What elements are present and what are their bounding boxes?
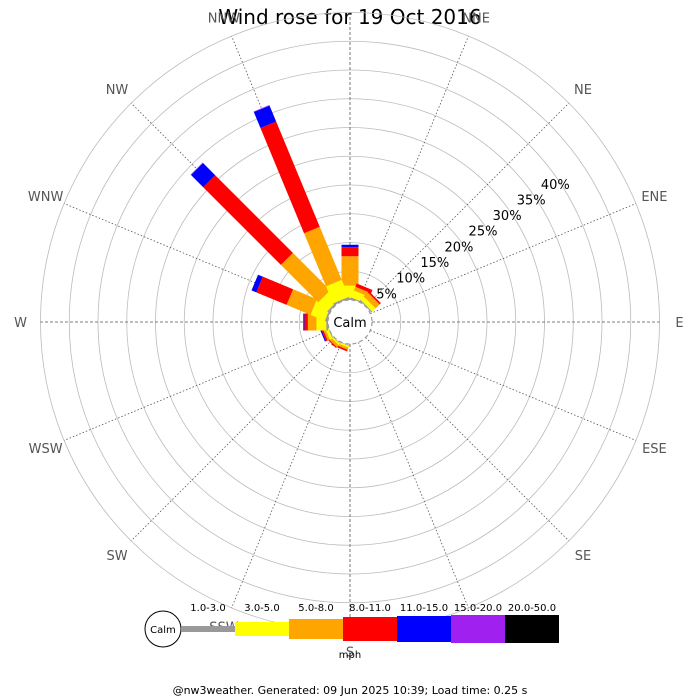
bar-segment-n-2 [341,256,359,286]
legend-bin-label: 8.0-11.0 [349,603,391,614]
direction-label-w: W [14,316,27,331]
calm-center: Calm [327,299,373,345]
legend-swatch-4 [397,616,451,642]
bar-segment-w-3 [304,313,308,331]
legend-swatch-5 [451,615,505,643]
legend-bin-label: 11.0-15.0 [400,603,448,614]
grid-spoke-ne [365,102,570,307]
grid-ring [183,155,517,489]
grid-spoke-se [365,337,570,542]
bar-segment-n-4 [341,244,359,248]
bar-segment-w-2 [307,313,317,331]
direction-label-sw: SW [106,549,127,564]
direction-label-wsw: WSW [29,442,63,457]
bar-segment-ne-3 [367,291,381,305]
bar-segment-wnw-4 [251,274,263,293]
legend-swatch-0 [181,626,235,632]
bar-segment-nw-4 [191,163,216,188]
bar-segment-nnw-5 [253,105,270,113]
calm-label: Calm [333,316,366,331]
legend-swatch-1 [235,622,289,636]
bar-segment-nw-3 [203,175,293,265]
direction-label-s: S [346,646,354,661]
bar-ne [359,291,381,313]
bar-segment-nnw-1 [326,279,349,304]
bar-segment-ne-2 [363,292,380,309]
ring-label: 5% [376,287,397,302]
grid-ring [68,40,632,604]
bar-segment-ne-1 [360,296,376,312]
ring-label: 20% [444,240,473,255]
ring-label: 25% [469,225,498,240]
legend-bin-label: 1.0-3.0 [190,603,225,614]
direction-label-nne: NNE [462,12,490,27]
legend-calm-label: Calm [150,625,176,636]
direction-label-wnw: WNW [28,190,64,205]
legend-swatch-3 [343,617,397,641]
bar-segment-w-4 [303,313,305,331]
ring-label: 10% [396,272,425,287]
direction-label-ese: ESE [642,442,667,457]
direction-label-n: N [345,0,355,2]
legend-bin-label: 15.0-20.0 [454,603,502,614]
bar-segment-wnw-3 [256,276,294,305]
ring-label: 15% [420,256,449,271]
bar-segment-nnw-4 [253,105,277,129]
grid-spoke-sse [358,342,469,609]
legend-swatch-6 [505,615,559,643]
ring-label: 35% [517,193,546,208]
footer-text: @nw3weather. Generated: 09 Jun 2025 10:3… [173,684,528,697]
bar-segment-nnw-2 [304,226,342,287]
direction-label-e: E [675,316,683,331]
grid-spoke-ene [370,203,637,314]
direction-label-nw: NW [106,83,129,98]
bar-segment-nne-3 [355,283,373,294]
grid-spoke-wsw [63,330,330,441]
bar-nw [190,162,341,313]
bar-segment-nw-5 [190,162,204,176]
bar-segment-wnw-2 [286,289,317,315]
speed-legend: Calm 1.0-3.0 3.0-5.0 5.0-8.0 8.0-11.0 11.0-15… [144,603,559,648]
direction-label-se: SE [575,549,591,564]
legend-swatch-2 [289,619,343,639]
calm-circle [327,299,373,345]
legend-bin-label: 5.0-8.0 [298,603,333,614]
bar-nnw [253,105,350,305]
bar-segment-n-3 [341,247,359,257]
direction-label-nnw: NNW [208,12,240,27]
direction-label-ne: NE [574,83,592,98]
grid-spoke-nne [358,35,469,302]
bar-segment-nnw-3 [260,121,320,234]
ring-labels: 5%10%15%20%25%30%35%40% [376,178,570,303]
ring-label: 40% [541,178,570,193]
ring-label: 30% [493,209,522,224]
unit-label: mph [339,650,361,661]
wind-bars [190,105,381,352]
bar-segment-nw-2 [280,252,331,303]
grid-spoke-ese [370,330,637,441]
bar-segment-nnw-0 [333,296,350,305]
legend-bin-label: 20.0-50.0 [508,603,556,614]
direction-label-ene: ENE [641,190,667,205]
grid-spoke-ssw [231,342,342,609]
legend-bin-label: 3.0-5.0 [244,603,279,614]
grid-spoke-wnw [63,203,330,314]
grid-spoke-sw [130,337,335,542]
